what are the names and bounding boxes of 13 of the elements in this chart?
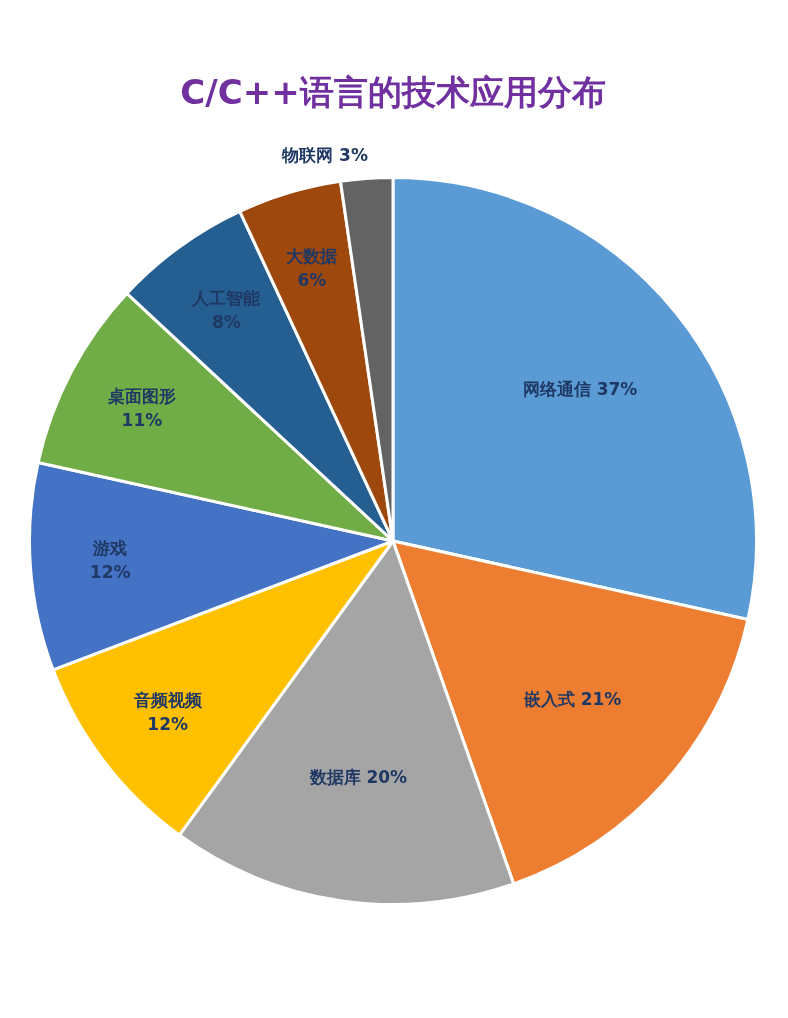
data-label: 6% xyxy=(297,269,327,290)
slice-label: 数据库 20% xyxy=(308,766,408,787)
slice-label: 桌面图形 xyxy=(106,385,176,406)
data-label: 11% xyxy=(121,409,163,430)
data-label: 12% xyxy=(147,713,189,734)
slice-label: 网络通信 37% xyxy=(522,379,638,400)
slice-label: 音频视频 xyxy=(132,689,203,710)
data-label: 12% xyxy=(89,561,131,582)
chart-title: C/C++语言的技术应用分布 xyxy=(179,71,607,114)
slice-label: 大数据 xyxy=(286,245,338,266)
slice-label: 物联网 3% xyxy=(281,144,368,165)
slice-label: 游戏 xyxy=(92,537,128,558)
slice-label: 嵌入式 21% xyxy=(522,688,622,709)
